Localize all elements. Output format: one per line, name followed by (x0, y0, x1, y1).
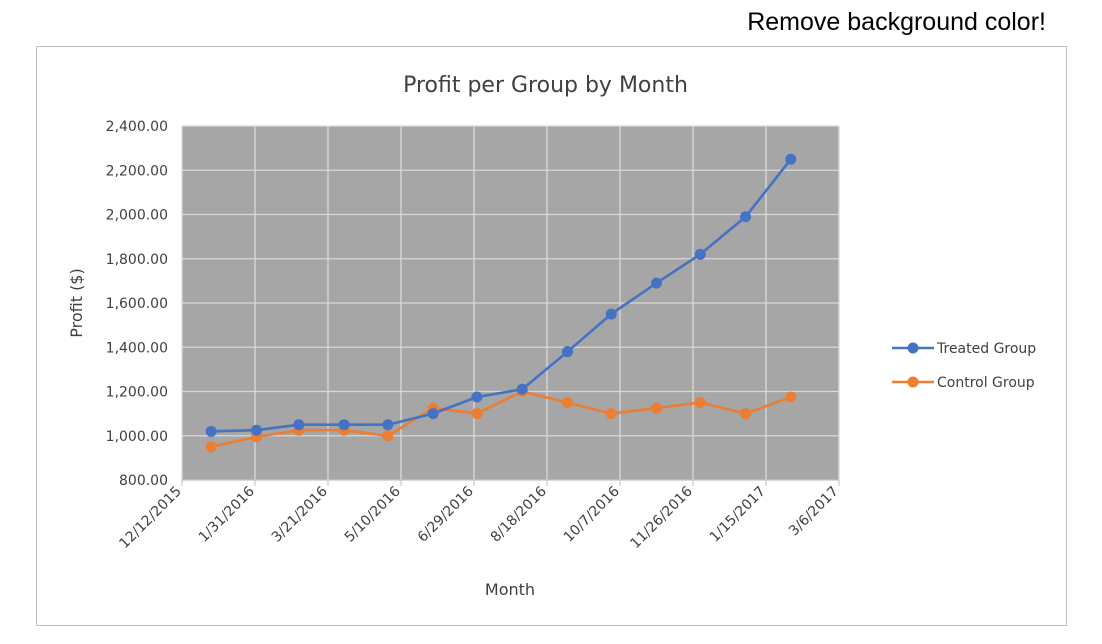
x-tick-label: 10/7/2016 (561, 483, 623, 545)
x-tick-label: 11/26/2016 (627, 483, 695, 551)
data-point-treated-group (293, 419, 305, 431)
x-tick-label: 6/29/2016 (415, 483, 477, 545)
data-point-control-group (471, 408, 483, 420)
data-point-control-group (605, 408, 617, 420)
x-tick-label: 3/6/2017 (786, 484, 842, 540)
x-tick-label: 1/31/2016 (196, 483, 258, 545)
data-point-control-group (561, 397, 573, 409)
data-point-treated-group (471, 391, 483, 403)
data-point-control-group (382, 430, 394, 442)
data-point-treated-group (205, 425, 217, 437)
legend-marker-treated-group (907, 342, 919, 354)
x-tick-label: 3/21/2016 (269, 483, 331, 545)
data-point-treated-group (250, 424, 262, 436)
x-tick-label: 5/10/2016 (342, 483, 404, 545)
data-point-treated-group (561, 346, 573, 358)
y-tick-label: 1,400.00 (106, 340, 168, 356)
x-tick-label: 1/15/2017 (707, 484, 769, 546)
data-point-treated-group (740, 211, 752, 223)
chart-container: Profit per Group by Month 800.00 1,000.00 1… (36, 46, 1067, 626)
chart-title: Profit per Group by Month (403, 73, 688, 98)
data-point-treated-group (605, 308, 617, 320)
data-point-control-group (205, 441, 217, 453)
line-chart: Profit per Group by Month 800.00 1,000.00 1… (67, 73, 1036, 599)
data-point-treated-group (651, 277, 662, 289)
data-point-treated-group (338, 419, 350, 431)
y-tick-label: 1,600.00 (106, 296, 168, 312)
data-point-treated-group (694, 248, 706, 260)
data-point-treated-group (785, 153, 797, 165)
data-point-treated-group (382, 419, 394, 431)
y-tick-label: 2,200.00 (106, 163, 168, 179)
y-tick-label: 1,800.00 (106, 252, 168, 268)
y-tick-label: 1,000.00 (106, 429, 168, 445)
y-tick-label: 2,400.00 (106, 119, 168, 135)
data-point-control-group (694, 397, 706, 409)
y-tick-label: 2,000.00 (106, 208, 168, 224)
data-point-treated-group (427, 408, 439, 420)
x-tick-label: 8/18/2016 (488, 483, 550, 545)
y-axis-title: Profit ($) (67, 268, 86, 337)
data-point-control-group (740, 408, 752, 420)
legend-marker-control-group (907, 376, 919, 388)
data-point-control-group (785, 391, 797, 403)
x-tick-label: 12/12/2015 (116, 484, 184, 552)
instruction-note: Remove background color! (747, 8, 1046, 36)
series-line-treated-group (211, 158, 792, 433)
series-line-control-group (210, 390, 792, 449)
data-point-control-group (651, 402, 662, 414)
y-tick-label: 800.00 (119, 473, 168, 489)
y-tick-label: 1,200.00 (106, 385, 168, 401)
legend-label-treated-group: Treated Group (936, 341, 1036, 357)
x-axis-title: Month (485, 580, 535, 599)
data-point-treated-group (516, 383, 528, 395)
legend-label-control-group: Control Group (937, 375, 1035, 391)
